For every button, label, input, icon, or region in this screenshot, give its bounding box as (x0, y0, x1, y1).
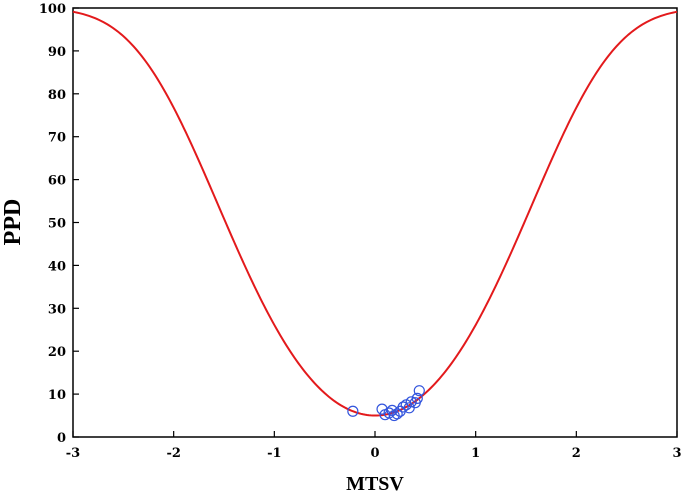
y-tick-label: 10 (48, 388, 66, 403)
y-tick-label: 90 (48, 45, 66, 60)
ppd-curve (72, 10, 678, 417)
x-tick-label: 2 (572, 446, 581, 461)
x-tick-label: -1 (267, 446, 281, 461)
data-point (411, 392, 423, 404)
y-tick-label: 50 (48, 217, 66, 232)
plot-frame (72, 7, 678, 438)
x-tick-label: 0 (370, 446, 379, 461)
data-point (391, 408, 403, 420)
points-layer (347, 385, 425, 422)
y-tick-label: 70 (48, 131, 66, 146)
y-tick-label: 80 (48, 88, 66, 103)
axes (72, 7, 678, 438)
y-tick-label: 60 (48, 174, 66, 189)
data-point (347, 405, 359, 417)
y-tick-label: 100 (39, 2, 66, 17)
y-tick-label: 30 (48, 302, 66, 317)
data-point (413, 385, 425, 397)
x-tick-label: 3 (672, 446, 681, 461)
data-point (397, 401, 409, 413)
x-axis-title: MTSV (346, 473, 404, 495)
y-tick-label: 40 (48, 259, 66, 274)
curve-layer (72, 10, 678, 417)
y-tick-label: 0 (57, 431, 66, 446)
y-tick-label: 20 (48, 345, 66, 360)
data-point (405, 396, 417, 408)
x-tick-label: -3 (66, 446, 80, 461)
y-axis-title: PPD (0, 199, 26, 246)
x-tick-label: -2 (166, 446, 180, 461)
x-tick-label: 1 (471, 446, 480, 461)
